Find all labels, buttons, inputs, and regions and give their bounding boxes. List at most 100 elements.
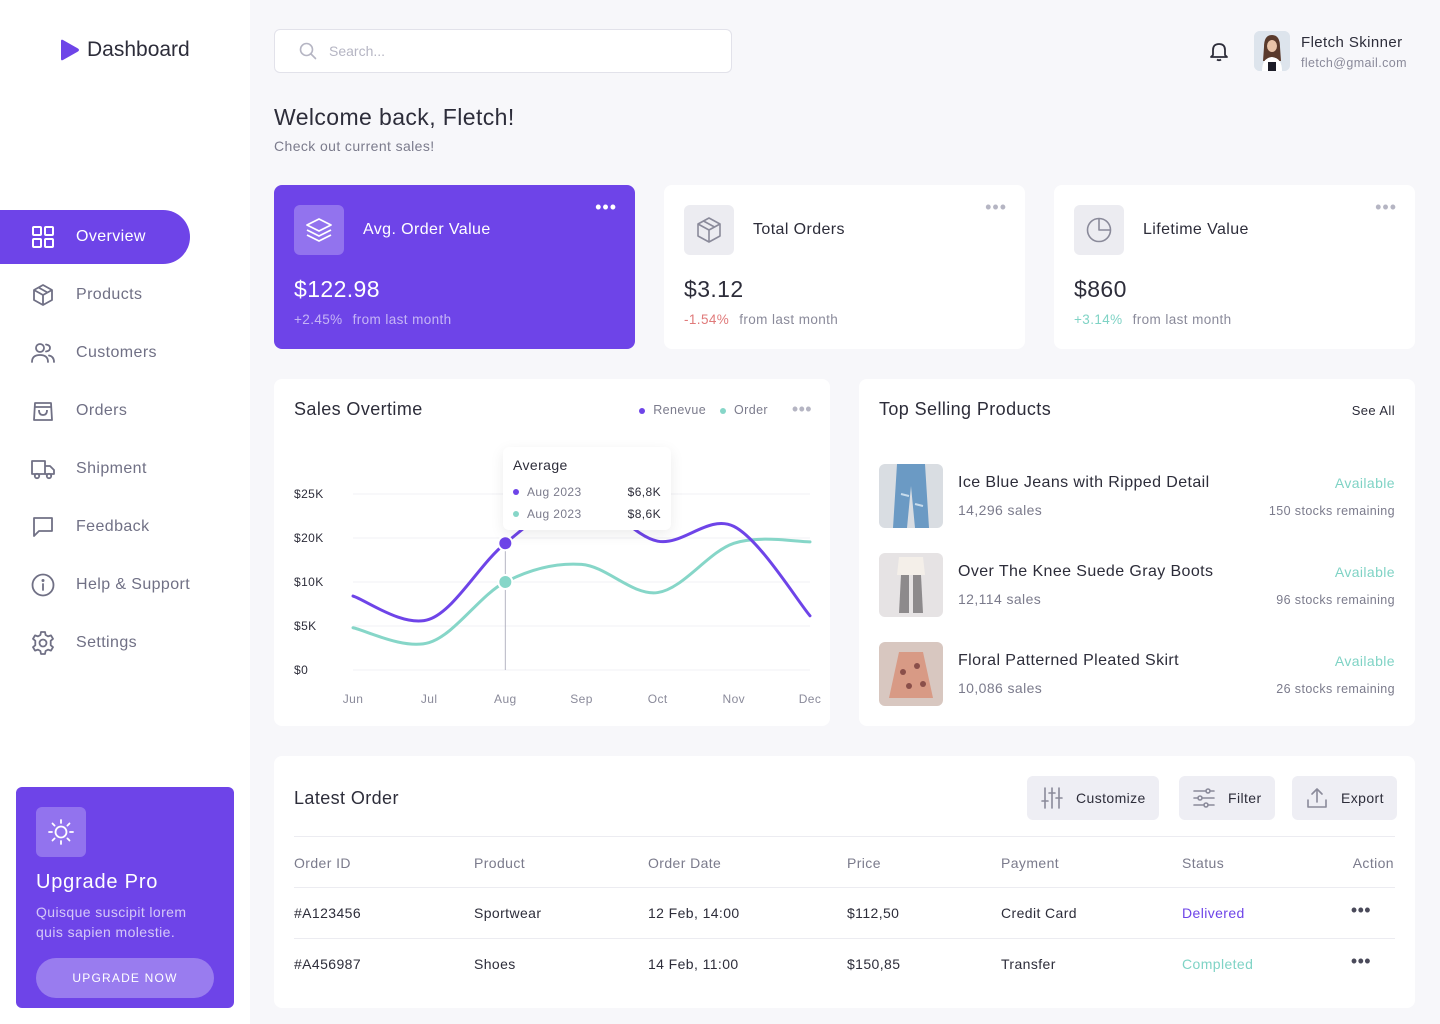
more-options-icon[interactable]: ••• [985, 197, 1007, 217]
order-date: 12 Feb, 14:00 [648, 905, 740, 921]
legend-item-revenue[interactable]: Renevue [639, 403, 706, 417]
tooltip-title: Average [513, 457, 568, 473]
sidebar-item-settings[interactable]: Settings [0, 616, 250, 670]
sidebar-item-label: Settings [76, 634, 138, 651]
sidebar-item-feedback[interactable]: Feedback [0, 500, 250, 554]
tooltip-row: Aug 2023 $8,6K [513, 503, 661, 525]
product-sales: 12,114 sales [958, 591, 1042, 607]
stat-change-suffix: from last month [739, 312, 839, 327]
order-payment: Transfer [1001, 956, 1056, 972]
product-stock: 96 stocks remaining [1276, 593, 1395, 607]
column-header[interactable]: Order ID [294, 855, 351, 871]
sidebar-item-label: Feedback [76, 518, 150, 535]
row-actions-icon[interactable]: ••• [1350, 900, 1371, 920]
search-input[interactable] [329, 43, 689, 59]
y-tick-label: $0 [294, 663, 308, 677]
page-subtitle: Check out current sales! [274, 138, 435, 154]
see-all-link[interactable]: See All [1351, 403, 1395, 418]
sidebar-item-products[interactable]: Products [0, 268, 250, 322]
column-header[interactable]: Payment [1001, 855, 1060, 871]
order-date: 14 Feb, 11:00 [648, 956, 739, 972]
logo[interactable]: Dashboard [57, 38, 190, 62]
order-status: Completed [1182, 956, 1254, 972]
stat-title: Avg. Order Value [363, 221, 491, 238]
notification-bell[interactable] [1208, 40, 1230, 67]
sidebar-item-orders[interactable]: Orders [0, 384, 250, 438]
stat-change-suffix: from last month [1132, 312, 1232, 327]
x-tick-label: Nov [723, 692, 746, 706]
list-item[interactable]: Ice Blue Jeans with Ripped Detail 14,296… [879, 464, 1395, 528]
tooltip-row: Aug 2023 $6,8K [513, 481, 661, 503]
panel-title: Top Selling Products [879, 399, 1052, 419]
sidebar-item-overview[interactable]: Overview [0, 210, 190, 264]
message-icon [33, 517, 53, 537]
data-point-order[interactable] [497, 574, 514, 590]
list-item[interactable]: Over The Knee Suede Gray Boots 12,114 sa… [879, 553, 1395, 617]
product-stock: 150 stocks remaining [1268, 504, 1395, 518]
more-options-icon[interactable]: ••• [595, 197, 617, 217]
data-point-renevue[interactable] [497, 535, 514, 552]
product-stock: 26 stocks remaining [1276, 682, 1395, 696]
pie-chart-icon [1074, 205, 1124, 255]
panel-title: Latest Order [294, 788, 399, 808]
product-name: Over The Knee Suede Gray Boots [958, 563, 1214, 580]
column-header[interactable]: Price [847, 855, 881, 871]
sidebar-item-label: Orders [76, 402, 128, 419]
bag-icon [33, 402, 53, 421]
order-price: $150,85 [847, 956, 901, 972]
list-item[interactable]: Floral Patterned Pleated Skirt 10,086 sa… [879, 642, 1395, 706]
product-name: Ice Blue Jeans with Ripped Detail [958, 474, 1210, 491]
stat-change-value: +2.45% [294, 312, 343, 327]
more-options-icon[interactable]: ••• [1375, 197, 1397, 217]
gear-icon [32, 631, 54, 655]
upgrade-now-button[interactable]: UPGRADE NOW [36, 958, 214, 998]
latest-order-panel: Latest Order Customize Filter Export Ord… [274, 756, 1415, 1008]
chart-legend: Renevue Order [639, 403, 768, 417]
filter-button[interactable]: Filter [1179, 776, 1275, 820]
order-product: Shoes [474, 956, 516, 972]
sidebar-item-label: Shipment [76, 460, 147, 477]
user-name: Fletch Skinner [1301, 34, 1403, 51]
column-header[interactable]: Status [1182, 855, 1225, 871]
order-payment: Credit Card [1001, 905, 1077, 921]
layers-icon [294, 205, 344, 255]
search-icon [299, 42, 317, 60]
stat-card-avg-order-value: Avg. Order Value ••• $122.98 +2.45% from … [274, 185, 635, 349]
stat-card-lifetime-value: Lifetime Value ••• $860 +3.14% from last … [1054, 185, 1415, 349]
sidebar-item-shipment[interactable]: Shipment [0, 442, 250, 496]
column-header[interactable]: Order Date [648, 855, 722, 871]
bell-icon [1210, 43, 1228, 62]
page-title: Welcome back, Fletch! [274, 104, 515, 130]
series-line-order [351, 537, 812, 646]
column-header[interactable]: Product [474, 855, 526, 871]
row-actions-icon[interactable]: ••• [1350, 951, 1371, 971]
avatar[interactable] [1254, 31, 1290, 71]
sidebar-item-label: Overview [76, 228, 146, 245]
customize-button[interactable]: Customize [1027, 776, 1159, 820]
x-tick-label: Oct [648, 692, 668, 706]
table-row[interactable]: #A456987 Shoes 14 Feb, 11:00 $150,85 Tra… [294, 939, 1395, 990]
x-tick-label: Sep [570, 692, 593, 706]
x-tick-label: Dec [799, 692, 822, 706]
user-email: fletch@gmail.com [1301, 56, 1407, 70]
sidebar-item-customers[interactable]: Customers [0, 326, 250, 380]
product-sales: 10,086 sales [958, 680, 1043, 696]
sidebar-item-help-support[interactable]: Help & Support [0, 558, 250, 612]
export-button[interactable]: Export [1292, 776, 1397, 820]
more-options-icon[interactable]: ••• [791, 399, 812, 419]
product-status: Available [1334, 653, 1395, 669]
table-row[interactable]: #A123456 Sportwear 12 Feb, 14:00 $112,50… [294, 888, 1395, 939]
sun-icon [36, 807, 86, 857]
stat-value: $122.98 [294, 276, 380, 302]
grid-icon [32, 226, 54, 248]
filter-icon [1193, 788, 1215, 808]
column-header[interactable]: Action [1352, 855, 1394, 871]
stat-change: +2.45% from last month [294, 312, 452, 327]
logo-text: Dashboard [87, 38, 190, 61]
x-tick-label: Jul [421, 692, 438, 706]
sidebar-nav: Overview Products Customers Orders Shipm… [0, 210, 250, 674]
legend-item-order[interactable]: Order [720, 403, 768, 417]
stat-change-value: +3.14% [1074, 312, 1123, 327]
search-bar [274, 29, 732, 73]
panel-title: Sales Overtime [294, 399, 423, 419]
